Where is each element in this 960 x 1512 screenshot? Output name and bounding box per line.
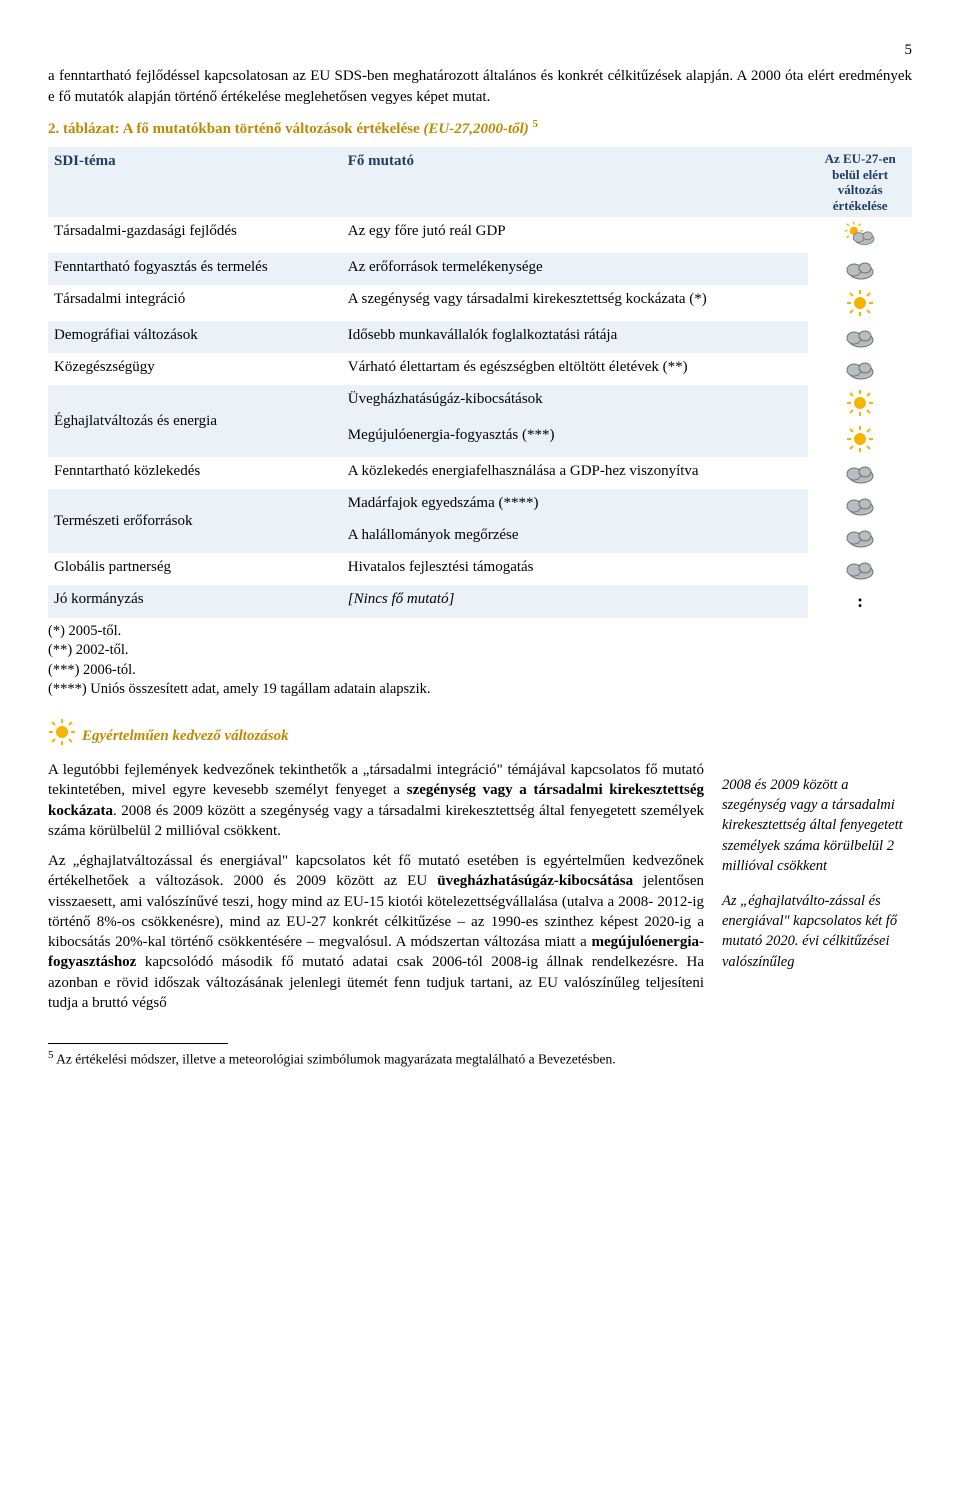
note-line: (*) 2005-től. — [48, 622, 912, 642]
indicator-cell: Várható élettartam és egészségben eltölt… — [342, 353, 809, 385]
sun-icon — [48, 718, 76, 746]
theme-cell: Természeti erőforrások — [48, 489, 342, 553]
note-line: (**) 2002-től. — [48, 641, 912, 661]
sun-icon — [846, 389, 874, 417]
indicator-cell: A közlekedés energiafelhasználása a GDP-… — [342, 457, 809, 489]
indicator-cell: Idősebb munkavállalók foglalkoztatási rá… — [342, 321, 809, 353]
indicator-cell: Az erőforrások termelékenysége — [342, 253, 809, 285]
theme-cell: Globális partnerség — [48, 553, 342, 585]
sun-icon — [846, 425, 874, 453]
rating-cell — [808, 521, 912, 553]
theme-cell: Demográfiai változások — [48, 321, 342, 353]
cloud-icon — [843, 357, 877, 381]
cloud-icon — [843, 257, 877, 281]
indicator-cell: Megújulóenergia-fogyasztás (***) — [342, 421, 809, 457]
footnote: 5 Az értékelési módszer, illetve a meteo… — [48, 1048, 912, 1069]
table-row: KözegészségügyVárható élettartam és egés… — [48, 353, 912, 385]
table-row: Természeti erőforrásokMadárfajok egyedsz… — [48, 489, 912, 521]
rating-cell — [808, 421, 912, 457]
table-row: Jó kormányzás[Nincs fő mutató]: — [48, 585, 912, 617]
side-paragraph: 2008 és 2009 között a szegénység vagy a … — [722, 775, 912, 876]
table-row: Demográfiai változásokIdősebb munkaválla… — [48, 321, 912, 353]
indicator-cell: A szegénység vagy társadalmi kirekesztet… — [342, 285, 809, 321]
rating-cell — [808, 321, 912, 353]
cloud-icon — [843, 325, 877, 349]
table-notes: (*) 2005-től.(**) 2002-től.(***) 2006-tó… — [48, 622, 912, 700]
theme-cell: Közegészségügy — [48, 353, 342, 385]
body-paragraph: Az „éghajlatváltozással és energiával" k… — [48, 851, 704, 1013]
indicator-cell: Üvegházhatásúgáz-kibocsátások — [342, 385, 809, 421]
rating-cell — [808, 385, 912, 421]
cloud-icon — [843, 557, 877, 581]
sdi-table: SDI-téma Fő mutató Az EU-27-en belül elé… — [48, 147, 912, 618]
header-col1: SDI-téma — [48, 147, 342, 217]
rating-cell — [808, 457, 912, 489]
theme-cell: Társadalmi integráció — [48, 285, 342, 321]
indicator-cell: Az egy főre jutó reál GDP — [342, 217, 809, 253]
theme-cell: Fenntartható fogyasztás és termelés — [48, 253, 342, 285]
table-row: Társadalmi-gazdasági fejlődésAz egy főre… — [48, 217, 912, 253]
indicator-cell: Madárfajok egyedszáma (****) — [342, 489, 809, 521]
body-paragraph: A legutóbbi fejlemények kedvezőnek tekin… — [48, 760, 704, 841]
rating-cell — [808, 217, 912, 253]
section-heading-text: Egyértelműen kedvező változások — [82, 728, 289, 744]
note-line: (***) 2006-tól. — [48, 661, 912, 681]
table-row: Éghajlatváltozás és energiaÜvegházhatású… — [48, 385, 912, 421]
header-col2: Fő mutató — [342, 147, 809, 217]
rating-cell — [808, 353, 912, 385]
sun-cloud-icon — [842, 221, 878, 249]
table-header-row: SDI-téma Fő mutató Az EU-27-en belül elé… — [48, 147, 912, 217]
rating-cell: : — [808, 585, 912, 617]
sun-icon — [846, 289, 874, 317]
rating-cell — [808, 253, 912, 285]
table-caption: 2. táblázat: A fő mutatókban történő vál… — [48, 117, 912, 139]
caption-sup: 5 — [533, 118, 539, 130]
side-note: 2008 és 2009 között a szegénység vagy a … — [722, 760, 912, 1023]
footnote-separator — [48, 1043, 228, 1044]
theme-cell: Éghajlatváltozás és energia — [48, 385, 342, 457]
table-row: Globális partnerségHivatalos fejlesztési… — [48, 553, 912, 585]
intro-paragraph: a fenntartható fejlődéssel kapcsolatosan… — [48, 66, 912, 107]
table-row: Fenntartható közlekedésA közlekedés ener… — [48, 457, 912, 489]
caption-prefix: 2. táblázat: A fő mutatókban történő vál… — [48, 121, 423, 137]
page-number: 5 — [48, 40, 912, 60]
note-line: (****) Uniós összesített adat, amely 19 … — [48, 680, 912, 700]
theme-cell: Jó kormányzás — [48, 585, 342, 617]
table-row: Társadalmi integrációA szegénység vagy t… — [48, 285, 912, 321]
indicator-cell: A halállományok megőrzése — [342, 521, 809, 553]
indicator-cell: [Nincs fő mutató] — [342, 585, 809, 617]
colon-icon: : — [857, 591, 863, 611]
cloud-icon — [843, 461, 877, 485]
indicator-cell: Hivatalos fejlesztési támogatás — [342, 553, 809, 585]
rating-cell — [808, 285, 912, 321]
theme-cell: Fenntartható közlekedés — [48, 457, 342, 489]
section-heading: Egyértelműen kedvező változások — [48, 718, 912, 746]
cloud-icon — [843, 525, 877, 549]
side-paragraph: Az „éghajlatválto-zással és energiával" … — [722, 891, 912, 972]
table-row: Fenntartható fogyasztás és termelésAz er… — [48, 253, 912, 285]
rating-cell — [808, 553, 912, 585]
rating-cell — [808, 489, 912, 521]
cloud-icon — [843, 493, 877, 517]
body-column: A legutóbbi fejlemények kedvezőnek tekin… — [48, 760, 704, 1023]
caption-italic: (EU-27,2000-től) — [423, 121, 528, 137]
theme-cell: Társadalmi-gazdasági fejlődés — [48, 217, 342, 253]
header-col3: Az EU-27-en belül elért változás értékel… — [808, 147, 912, 217]
footnote-text: Az értékelési módszer, illetve a meteoro… — [54, 1052, 616, 1067]
